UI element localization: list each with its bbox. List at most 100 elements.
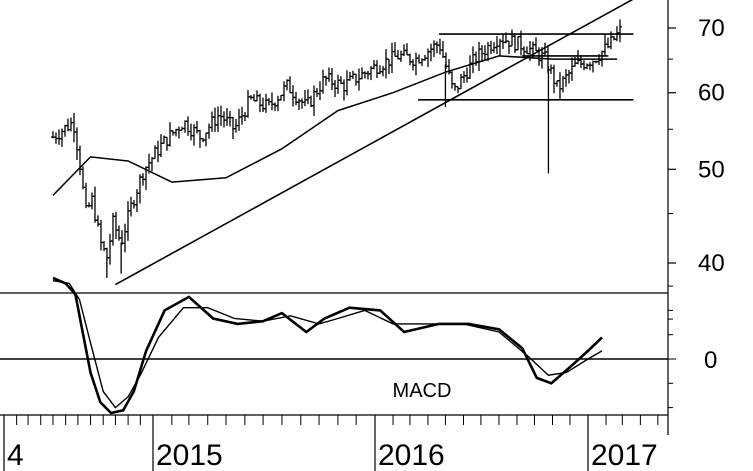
price-bar	[299, 98, 304, 109]
price-bar	[470, 46, 475, 74]
price-bar	[107, 233, 112, 265]
price-bar	[404, 43, 409, 56]
axes: 40 50 60 70 0 4 2015 2016 2017	[3, 15, 725, 471]
price-bar	[257, 93, 262, 113]
price-bar	[431, 40, 436, 57]
price-bar	[464, 67, 469, 83]
price-bar	[245, 89, 250, 118]
price-bar	[566, 69, 571, 84]
macd-label: MACD	[393, 380, 452, 402]
price-bar	[158, 134, 163, 158]
price-bar	[524, 46, 529, 55]
price-y-tick-label: 50	[698, 156, 725, 183]
price-bar	[89, 192, 94, 210]
price-bar	[302, 90, 307, 107]
price-bar	[68, 117, 73, 132]
price-bar	[164, 136, 169, 151]
price-bar	[320, 69, 325, 94]
price-bar	[554, 80, 559, 87]
price-bar	[269, 92, 274, 111]
price-bar	[149, 157, 154, 172]
macd-y-tick-label: 0	[704, 347, 717, 374]
price-bar	[92, 186, 97, 223]
price-bar	[203, 132, 208, 147]
price-bar	[611, 36, 616, 41]
price-bar	[569, 57, 574, 81]
price-bar	[407, 53, 412, 66]
price-bar	[185, 116, 190, 136]
price-bar	[287, 76, 292, 94]
price-bar	[182, 120, 187, 133]
price-bar	[152, 145, 157, 160]
x-tick-label: 2016	[378, 439, 445, 471]
price-bar	[392, 42, 397, 58]
macd-line	[52, 276, 603, 415]
price-bar	[590, 60, 595, 73]
price-bar	[515, 35, 520, 51]
price-bar	[434, 41, 439, 54]
price-bar	[275, 95, 280, 112]
price-bar	[311, 85, 316, 116]
price-bar	[476, 41, 481, 71]
price-bar	[353, 73, 358, 86]
price-bar	[551, 64, 556, 94]
price-bar	[314, 87, 319, 97]
price-bar	[263, 93, 268, 113]
price-bar	[128, 196, 133, 217]
price-bar	[440, 41, 445, 58]
price-bar	[167, 122, 172, 147]
price-bar	[383, 49, 388, 79]
price-bar	[290, 85, 295, 107]
price-bar	[506, 40, 511, 54]
price-bar	[272, 102, 277, 111]
price-bar	[578, 55, 583, 68]
price-bar	[122, 223, 127, 253]
price-bar	[110, 212, 115, 246]
x-tick-label: 2015	[156, 439, 223, 471]
price-bar	[548, 64, 553, 74]
price-bar	[467, 55, 472, 79]
price-bar	[194, 120, 199, 134]
price-bar	[251, 94, 256, 102]
price-bar	[305, 89, 310, 105]
price-bar	[494, 36, 499, 55]
price-bar	[563, 69, 568, 87]
price-bar	[218, 105, 223, 126]
macd-panel: MACD	[0, 276, 668, 415]
price-bar	[71, 112, 76, 143]
price-bar	[329, 68, 334, 91]
price-y-tick-label: 60	[698, 80, 725, 107]
price-bar	[281, 81, 286, 102]
price-bar	[458, 73, 463, 90]
price-bar	[455, 85, 460, 94]
price-bar	[413, 52, 418, 76]
price-bar	[86, 202, 91, 208]
price-bar	[509, 29, 514, 47]
price-bar	[74, 127, 79, 161]
price-bar	[575, 50, 580, 65]
chart-frame	[0, 0, 669, 435]
price-y-tick-label: 40	[698, 250, 725, 277]
price-bar	[341, 79, 346, 101]
price-bar	[344, 70, 349, 96]
price-bar	[296, 98, 301, 111]
price-bar	[209, 111, 214, 132]
price-bar	[500, 33, 505, 50]
price-bar	[98, 219, 103, 251]
price-bar	[581, 60, 586, 71]
price-bar	[155, 140, 160, 163]
price-bar	[56, 129, 61, 145]
price-bar	[104, 247, 109, 259]
price-bar	[77, 145, 82, 176]
price-bar	[101, 241, 106, 252]
price-bar	[293, 91, 298, 106]
macd-signal-line	[52, 280, 603, 409]
price-bar	[137, 174, 142, 204]
price-y-tick-label: 70	[698, 15, 725, 42]
x-tick-label: 4	[7, 439, 24, 471]
price-bar	[374, 60, 379, 79]
price-bar	[365, 70, 370, 80]
price-bar	[617, 19, 622, 43]
price-bar	[125, 201, 130, 241]
